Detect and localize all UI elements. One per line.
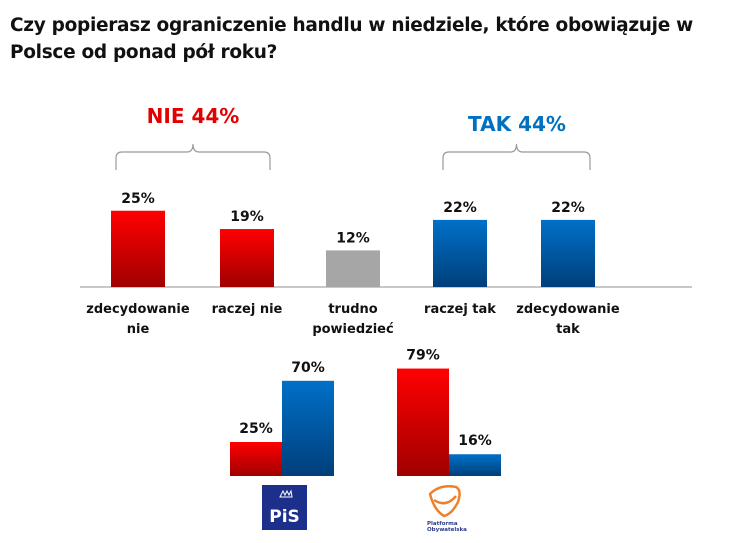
category-label-3: raczej tak [424,302,496,317]
bar-2 [326,250,380,287]
data-label-1: 19% [230,209,264,225]
category-label-4: zdecydowanie [516,302,620,317]
party-data-label-0-0: 25% [239,421,273,437]
party-data-label-1-0: 79% [406,348,440,364]
category-label-4: tak [556,322,580,337]
data-label-3: 22% [443,200,477,216]
party-data-label-1-1: 16% [458,433,492,449]
po-logo [428,485,461,518]
data-label-2: 12% [336,230,370,246]
party-bar-1-0 [397,368,449,476]
party-bar-0-1 [282,380,334,476]
pis-crown-icon [279,489,293,498]
group-brace-nie [115,143,271,170]
po-logo-text: Obywatelska [427,527,467,533]
po-logo-text: Platforma [427,521,458,527]
bar-3 [433,219,487,287]
group-brace-tak [442,143,591,170]
group-label-tak: TAK 44% [468,112,566,136]
party-bar-1-1 [449,454,501,476]
pis-logo-text: PiS [269,507,300,527]
bar-4 [541,219,595,287]
chart-title: Czy popierasz ograniczenie handlu w nied… [10,15,693,63]
category-label-0: nie [127,322,150,337]
bar-1 [220,229,274,287]
category-label-1: raczej nie [212,302,283,317]
category-label-0: zdecydowanie [86,302,190,317]
category-label-2: trudno [328,302,377,317]
bar-0 [111,210,165,287]
party-data-label-0-1: 70% [291,360,325,376]
data-label-4: 22% [551,200,585,216]
party-bar-0-0 [230,442,282,476]
data-label-0: 25% [121,191,155,207]
group-label-nie: NIE 44% [147,104,240,128]
category-label-2: powiedzieć [312,322,394,337]
pis-logo [262,485,307,530]
